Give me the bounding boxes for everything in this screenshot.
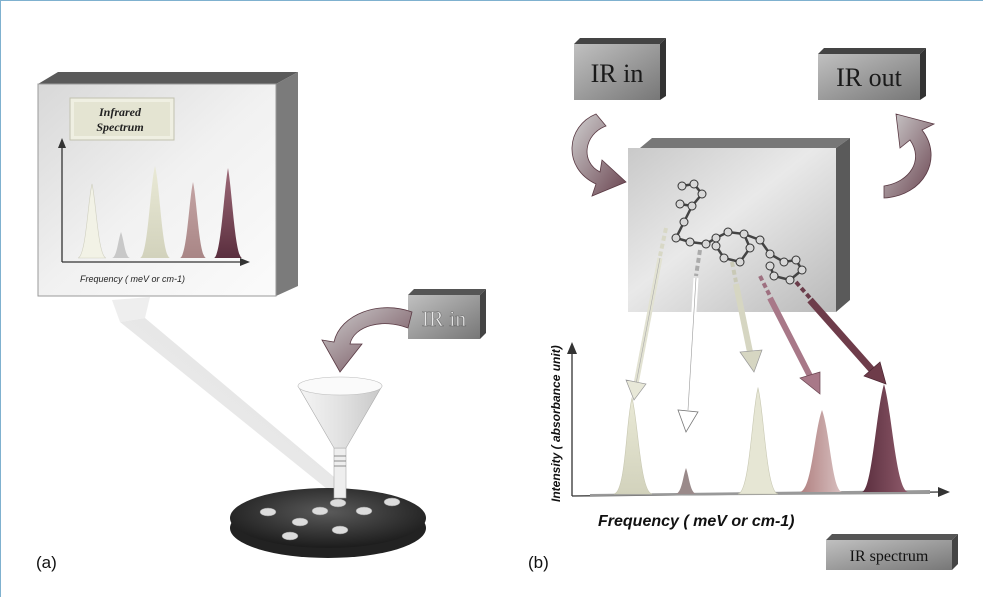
- sample-disk: [230, 488, 426, 558]
- ir-spectrum-box: IR spectrum: [826, 534, 958, 570]
- curved-arrow-out: [883, 113, 936, 199]
- spectrum-peak-5: [862, 384, 908, 492]
- panel-a: Infrared Spectrum Frequency ( meV or cm-…: [36, 72, 486, 572]
- ir-out-label: IR out: [836, 63, 903, 92]
- spectrum-x-axis-label: Frequency ( meV or cm-1): [598, 513, 795, 530]
- screen-title-line1: Infrared: [98, 105, 142, 119]
- panel-a-label: (a): [36, 553, 57, 572]
- molecule-atoms: [671, 179, 807, 285]
- spectrum-screen: Infrared Spectrum Frequency ( meV or cm-…: [37, 72, 298, 297]
- screen-title-line2: Spectrum: [96, 120, 143, 134]
- panel-b: IR in IR out: [528, 38, 958, 572]
- screen-peak-2: [112, 232, 130, 258]
- spectrum-peak-1: [613, 396, 653, 495]
- excitation-arrows: [625, 257, 887, 433]
- ir-spectrum-label: IR spectrum: [850, 548, 929, 565]
- ir-in-box-a: IR in: [408, 289, 486, 339]
- spectrum-peak-3: [737, 386, 779, 495]
- ir-out-box: IR out: [818, 48, 926, 100]
- ir-funnel: [297, 376, 383, 499]
- screen-peak-5: [214, 168, 242, 258]
- spectrum-x-axis-arrowhead: [938, 487, 950, 497]
- screen-x-axis-label: Frequency ( meV or cm-1): [80, 274, 185, 284]
- curved-arrow-a: [321, 307, 413, 373]
- ir-in-box-b: IR in: [574, 38, 666, 100]
- screen-peak-1: [77, 183, 107, 259]
- ir-in-label-b: IR in: [591, 59, 644, 88]
- screen-peak-3: [140, 166, 170, 258]
- sample-box: [628, 138, 850, 312]
- screen-peak-4: [180, 182, 206, 258]
- spectrum-peak-2: [676, 468, 696, 494]
- screen-x-axis-arrowhead: [240, 258, 250, 266]
- curved-arrow-in: [571, 113, 627, 197]
- spectrum-y-axis-arrowhead: [567, 342, 577, 354]
- sample-spots: [259, 497, 401, 541]
- reflected-beam: [120, 318, 346, 493]
- bond-connectors: [658, 227, 812, 300]
- spectrum-peak-4: [800, 410, 842, 492]
- panel-b-label: (b): [528, 553, 549, 572]
- ir-in-label-a: IR in: [422, 306, 467, 331]
- screen-y-axis-arrowhead: [58, 138, 66, 148]
- spectrum-y-axis-label: Intensity ( absorbance unit): [549, 345, 563, 502]
